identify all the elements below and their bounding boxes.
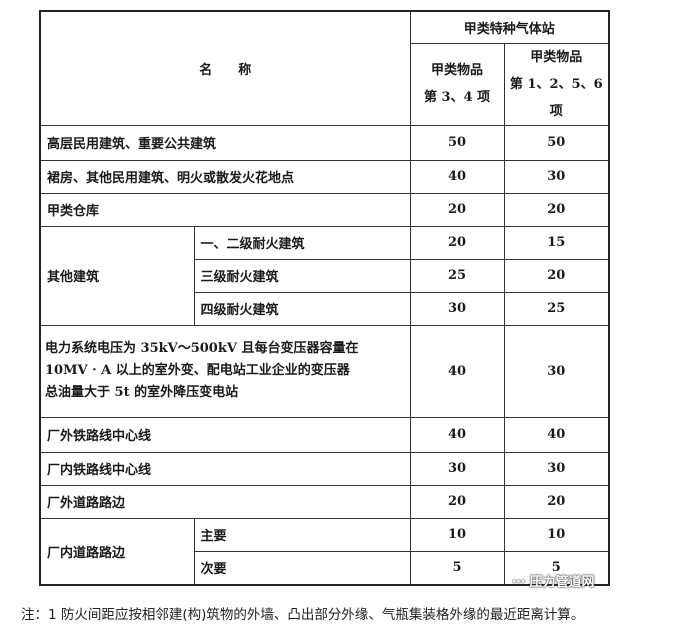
row-name: 厂内铁路线中心线 bbox=[39, 451, 411, 486]
table-row: 四级耐火建筑 30 25 bbox=[40, 291, 610, 326]
value-a: 50 bbox=[409, 124, 505, 161]
row-name: 厂外道路路边 bbox=[39, 484, 411, 519]
row-name: 厂外铁路线中心线 bbox=[39, 416, 411, 453]
header-group: 甲类特种气体站 bbox=[409, 10, 610, 44]
header-col-b-line2: 第 1、2、5、6 项 bbox=[509, 76, 603, 119]
row-name-line: 电力系统电压为 35kV～500kV 且每台变压器容量在 bbox=[45, 341, 359, 356]
value-a: 40 bbox=[409, 159, 505, 194]
wechat-icon: ⋯ bbox=[512, 575, 530, 590]
table-row: 厂内铁路线中心线 30 30 bbox=[39, 451, 610, 486]
value-b: 50 bbox=[503, 124, 610, 161]
value-b: 30 bbox=[503, 324, 610, 418]
sub-row-name: 次要 bbox=[193, 550, 411, 586]
header-col-b-line1: 甲类物品 bbox=[530, 49, 583, 65]
value-b: 15 bbox=[503, 225, 610, 260]
row-name-line: 10MV · A 以上的室外变、配电站工业企业的变压器 bbox=[45, 363, 350, 378]
value-b: 20 bbox=[503, 258, 610, 293]
fire-distance-table: 名 称 甲类特种气体站 甲类物品第 3、4 项 甲类物品第 1、2、5、6 项 … bbox=[39, 10, 611, 586]
row-name: 裙房、其他民用建筑、明火或散发火花地点 bbox=[39, 159, 411, 194]
value-a: 30 bbox=[409, 451, 505, 486]
value-b: 5 bbox=[503, 550, 610, 586]
header-name: 名 称 bbox=[39, 10, 411, 126]
header-col-b: 甲类物品第 1、2、5、6 项 bbox=[503, 42, 610, 126]
value-a: 25 bbox=[409, 258, 505, 293]
row-name: 电力系统电压为 35kV～500kV 且每台变压器容量在 10MV · A 以上… bbox=[39, 324, 411, 418]
row-group-name: 其他建筑 bbox=[39, 225, 195, 326]
value-b: 20 bbox=[503, 192, 610, 227]
value-b: 30 bbox=[503, 159, 610, 194]
table-row: 裙房、其他民用建筑、明火或散发火花地点 40 30 bbox=[39, 159, 610, 194]
row-name-line: 总油量大于 5t 的室外降压变电站 bbox=[45, 385, 239, 400]
value-b: 20 bbox=[503, 484, 610, 519]
value-b: 25 bbox=[503, 291, 610, 326]
table-row: 厂内道路路边 主要 10 10 bbox=[39, 517, 610, 586]
table-row: 次要 5 5 bbox=[40, 550, 610, 586]
header-col-a: 甲类物品第 3、4 项 bbox=[409, 42, 505, 126]
table-row: 甲类仓库 20 20 bbox=[39, 192, 610, 227]
value-b: 10 bbox=[503, 517, 610, 552]
value-a: 10 bbox=[409, 517, 505, 552]
table-row: 厂外道路路边 20 20 bbox=[39, 484, 610, 519]
value-b: 40 bbox=[503, 416, 610, 453]
table-row: 电力系统电压为 35kV～500kV 且每台变压器容量在 10MV · A 以上… bbox=[39, 324, 610, 418]
sub-row-name: 一、二级耐火建筑 bbox=[193, 225, 411, 260]
table-row: 三级耐火建筑 25 20 bbox=[40, 258, 610, 293]
table-row: 其他建筑 一、二级耐火建筑 20 15 bbox=[39, 225, 610, 326]
row-group-name: 厂内道路路边 bbox=[39, 517, 195, 586]
value-a: 40 bbox=[409, 416, 505, 453]
row-name: 高层民用建筑、重要公共建筑 bbox=[39, 124, 411, 161]
header-col-a-line2: 第 3、4 项 bbox=[423, 90, 491, 105]
sub-row-name: 主要 bbox=[193, 517, 411, 552]
watermark: ⋯ 压力管道网 bbox=[512, 575, 595, 591]
table-row: 厂外铁路线中心线 40 40 bbox=[39, 416, 610, 453]
footnote: 注：1 防火间距应按相邻建(构)筑物的外墙、凸出部分外缘、气瓶集装格外缘的最近距… bbox=[21, 607, 585, 623]
value-a: 20 bbox=[409, 192, 505, 227]
row-name: 甲类仓库 bbox=[39, 192, 411, 227]
table-row: 高层民用建筑、重要公共建筑 50 50 bbox=[39, 124, 610, 161]
value-a: 20 bbox=[409, 225, 505, 260]
value-a: 40 bbox=[409, 324, 505, 418]
sub-row-name: 四级耐火建筑 bbox=[193, 291, 411, 326]
sub-row-name: 三级耐火建筑 bbox=[193, 258, 411, 293]
watermark-text: 压力管道网 bbox=[529, 575, 595, 590]
header-col-a-line1: 甲类物品 bbox=[431, 63, 484, 78]
value-a: 5 bbox=[409, 550, 505, 586]
value-a: 30 bbox=[409, 291, 505, 326]
value-b: 30 bbox=[503, 451, 610, 486]
value-a: 20 bbox=[409, 484, 505, 519]
